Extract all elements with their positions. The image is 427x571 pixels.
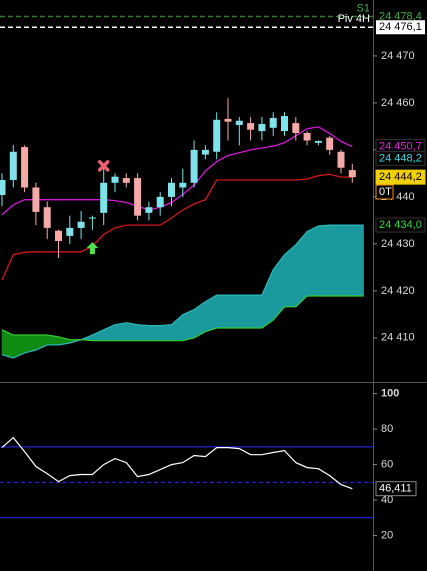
candle-body	[269, 117, 277, 128]
cloud-fill	[148, 325, 161, 341]
level-badge	[376, 20, 425, 35]
cloud-fill	[114, 322, 127, 341]
y-tick-label: 40	[381, 494, 393, 506]
indicator-line	[1, 126, 353, 216]
candle-body	[337, 151, 345, 168]
cloud-lower-line	[1, 295, 364, 342]
candle-body	[201, 149, 209, 155]
candle-body	[122, 178, 130, 183]
cloud-fill	[306, 225, 319, 297]
price-badge-label: 24 444,2	[379, 171, 422, 183]
candle-body	[88, 217, 96, 219]
value-label: 46,411	[379, 483, 412, 495]
level-label: Piv 4H	[338, 13, 370, 25]
cloud-fill	[318, 224, 330, 297]
candle-body	[156, 196, 164, 208]
value-badge	[375, 481, 417, 497]
cloud-fill	[126, 322, 138, 341]
price-badge-label: 24 450,7	[379, 141, 422, 153]
candle-body	[281, 116, 288, 132]
timer-label: 0T	[379, 186, 392, 198]
level-value-label: 24 476,1	[379, 21, 422, 33]
cloud-fill	[159, 324, 172, 341]
candle-body	[292, 123, 300, 133]
candle-body	[77, 221, 85, 228]
candle-body	[21, 147, 29, 188]
cloud-upper-line	[1, 224, 364, 359]
cloud-fill	[137, 324, 150, 341]
cloud-fill	[216, 294, 229, 329]
y-tick-label: 60	[381, 458, 393, 470]
indicator-line	[1, 173, 353, 281]
price-badge-label: 24 434,0	[379, 219, 422, 231]
timer-badge	[375, 184, 394, 200]
buy-marker	[86, 242, 99, 255]
candle-body	[314, 140, 322, 143]
price-badge	[375, 217, 426, 233]
candle-body	[235, 120, 243, 125]
candle-body	[213, 119, 221, 152]
candle-body	[0, 179, 6, 195]
price-badge	[375, 169, 426, 185]
cloud-fill	[329, 224, 342, 297]
rsi-line	[1, 436, 353, 490]
y-tick-label: 24 460	[381, 97, 415, 109]
candle-body	[348, 170, 356, 178]
candle-body	[134, 178, 142, 216]
level-badge	[376, 9, 425, 24]
candle-body	[224, 118, 232, 122]
level-label: S1	[357, 2, 370, 14]
candle-body	[190, 149, 198, 183]
price-badge	[375, 150, 426, 166]
y-tick-label: 24 470	[381, 50, 415, 62]
candle-body	[247, 123, 255, 130]
cloud-fill	[227, 294, 240, 329]
candle-body	[32, 187, 40, 212]
candle-body	[55, 230, 62, 242]
level-value-label: 24 478,4	[379, 10, 422, 22]
cloud-fill	[250, 294, 263, 329]
cloud-fill	[284, 244, 297, 308]
y-tick-label: 80	[381, 423, 393, 435]
candle-body	[303, 132, 311, 141]
candle-body	[326, 137, 334, 150]
y-tick-label: 24 430	[381, 238, 415, 250]
y-tick-label: 24 410	[381, 332, 415, 344]
y-tick-label: 20	[381, 529, 393, 541]
price-badge-label: 24 448,2	[379, 152, 422, 164]
cloud-fill	[239, 294, 251, 329]
candle-body	[43, 207, 51, 228]
candle-body	[9, 151, 17, 180]
y-tick-label: 24 420	[381, 285, 415, 297]
candle-body	[145, 207, 153, 213]
candle-body	[66, 227, 74, 236]
candle-body	[168, 182, 175, 197]
cloud-fill	[352, 224, 364, 297]
candle-body	[179, 182, 187, 188]
cloud-fill	[340, 224, 353, 297]
candle-body	[111, 176, 119, 183]
sell-marker	[97, 160, 110, 172]
candle-body	[100, 182, 108, 213]
y-tick-label: 100	[381, 388, 399, 400]
candle-body	[258, 124, 266, 132]
